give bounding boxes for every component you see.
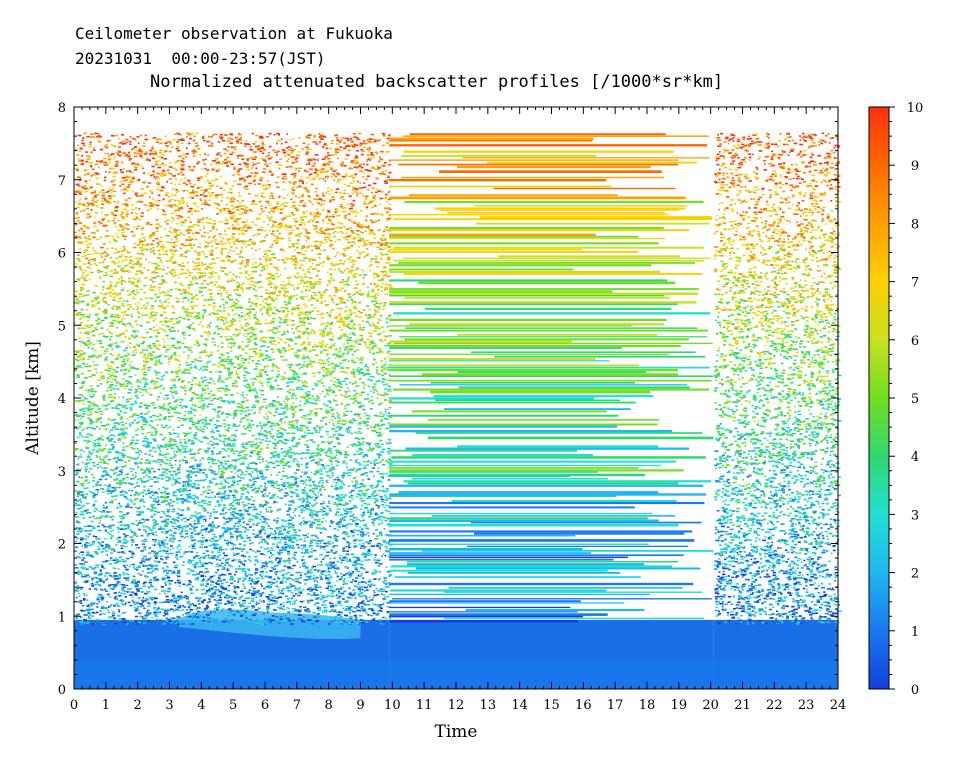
- x-tick-label: 6: [261, 698, 269, 713]
- chart-title-station: Ceilometer observation at Fukuoka: [75, 24, 393, 43]
- x-tick-label: 23: [798, 698, 815, 713]
- colorbar-gradient: [868, 106, 890, 690]
- colorbar-tick-label: 9: [911, 159, 919, 174]
- x-tick-label: 10: [384, 698, 401, 713]
- colorbar-tick-label: 7: [911, 276, 919, 291]
- colorbar-tick-label: 10: [907, 101, 924, 116]
- x-tick-label: 16: [575, 698, 592, 713]
- x-tick-label: 11: [416, 698, 433, 713]
- y-tick-label: 6: [58, 247, 66, 262]
- y-tick-label: 3: [58, 465, 66, 480]
- colorbar-tick-label: 0: [911, 683, 919, 698]
- x-axis-title: Time: [435, 722, 478, 742]
- y-tick-label: 1: [58, 610, 66, 625]
- x-tick-label: 4: [197, 698, 205, 713]
- x-tick-label: 17: [607, 698, 624, 713]
- x-tick-label: 3: [165, 698, 173, 713]
- colorbar: 0 1 2 3 4 5 6 7 8 9 10: [868, 101, 924, 698]
- streak-field-day: [389, 133, 714, 623]
- x-tick-label: 5: [229, 698, 237, 713]
- x-tick-label: 14: [511, 698, 528, 713]
- x-tick-label: 21: [734, 698, 751, 713]
- y-tick-label: 0: [58, 683, 66, 698]
- x-tick-label: 24: [830, 698, 847, 713]
- surface-layer-night-2: [713, 659, 838, 689]
- x-tick-label: 8: [325, 698, 333, 713]
- x-tick-label: 19: [671, 698, 688, 713]
- x-tick-label: 22: [766, 698, 783, 713]
- chart-title-date-range: 20231031 00:00-23:57(JST): [75, 49, 326, 68]
- chart-title: Normalized attenuated backscatter profil…: [150, 72, 724, 92]
- y-axis-title: Altitude [km]: [23, 341, 43, 456]
- surface-layer-night-1: [74, 659, 390, 689]
- speckle-field-night-1: [74, 132, 393, 626]
- colorbar-tick-label: 8: [911, 217, 919, 232]
- y-tick-label: 7: [58, 174, 66, 189]
- colorbar-tick-label: 3: [911, 508, 919, 523]
- x-tick-label: 0: [70, 698, 78, 713]
- x-tick-label: 1: [102, 698, 110, 713]
- colorbar-tick-label: 4: [911, 450, 919, 465]
- colorbar-tick-label: 1: [911, 625, 919, 640]
- colorbar-tick-label: 6: [911, 334, 919, 349]
- speckle-field-night-2: [713, 132, 842, 626]
- x-tick-label: 9: [356, 698, 364, 713]
- heatmap-plot-area: [74, 107, 842, 689]
- x-tick-label: 7: [293, 698, 301, 713]
- y-tick-label: 8: [58, 101, 66, 116]
- x-tick-label: 20: [702, 698, 719, 713]
- y-tick-label: 4: [58, 392, 66, 407]
- y-tick-label: 5: [58, 319, 66, 334]
- colorbar-tick-label: 5: [911, 392, 919, 407]
- x-tick-label: 18: [639, 698, 656, 713]
- x-tick-label: 13: [480, 698, 497, 713]
- axes: 0 1 2 3 4 5 6 7 8 9 10 11 12 13 14 15 16 17 18 19 20 21 22 23 24…: [58, 101, 847, 713]
- colorbar-tick-label: 2: [911, 567, 919, 582]
- y-tick-label: 2: [58, 538, 66, 553]
- x-tick-label: 2: [134, 698, 142, 713]
- x-tick-label: 12: [448, 698, 465, 713]
- x-tick-label: 15: [543, 698, 560, 713]
